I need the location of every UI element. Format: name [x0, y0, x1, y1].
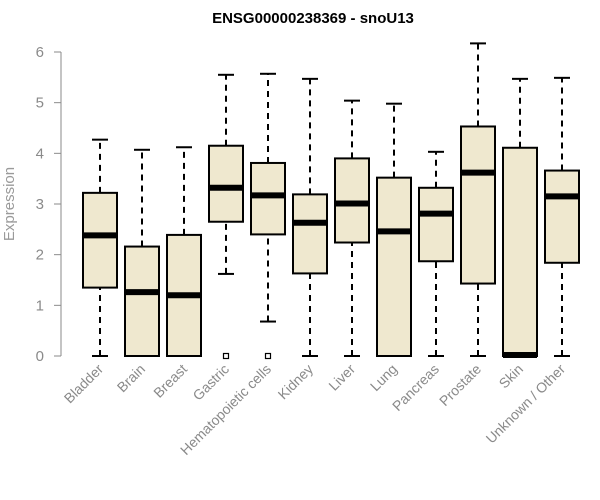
iqr-box	[250, 161, 286, 236]
y-tick-label: 2	[36, 247, 44, 264]
y-tick-label: 6	[36, 44, 44, 61]
box-5	[292, 77, 328, 357]
outlier-point	[222, 352, 230, 360]
box-4	[250, 72, 286, 360]
iqr-box	[124, 245, 160, 357]
x-tick-label: Unknown / Other	[483, 361, 569, 447]
x-tick-label: Skin	[496, 361, 527, 392]
iqr-box	[418, 186, 454, 263]
box-3	[208, 73, 244, 360]
y-tick-label: 3	[36, 196, 44, 213]
box-9	[460, 42, 496, 357]
y-axis-label: Expression	[1, 167, 18, 241]
x-tick-label: Prostate	[436, 361, 484, 409]
iqr-box	[376, 176, 412, 357]
iqr-box	[544, 169, 580, 264]
y-tick-label: 5	[36, 95, 44, 112]
x-tick-label: Lung	[367, 361, 400, 394]
y-tick-label: 4	[36, 145, 44, 162]
iqr-box	[292, 193, 328, 275]
box-2	[166, 146, 202, 357]
x-tick-label: Liver	[325, 361, 358, 394]
iqr-box	[82, 191, 118, 289]
y-axis: 0 1 2 3 4 5 6	[36, 44, 62, 365]
x-tick-label: Pancreas	[389, 361, 442, 414]
iqr-box	[334, 157, 370, 244]
y-tick-label: 1	[36, 297, 44, 314]
x-tick-label: Brain	[114, 361, 148, 395]
box-6	[334, 99, 370, 357]
x-tick-label: Bladder	[61, 361, 107, 407]
outlier-point	[264, 352, 272, 360]
iqr-box	[502, 146, 538, 357]
box-8	[418, 150, 454, 357]
box-10	[502, 77, 538, 358]
x-tick-label: Kidney	[275, 361, 317, 403]
chart-title: ENSG00000238369 - snoU13	[212, 10, 414, 27]
box-11	[544, 76, 580, 357]
box-1	[124, 148, 160, 357]
iqr-box	[208, 144, 244, 223]
box-0	[82, 138, 118, 357]
x-tick-label: Breast	[150, 361, 190, 401]
iqr-box	[460, 125, 496, 285]
box-7	[376, 102, 412, 357]
y-tick-label: 0	[36, 348, 44, 365]
boxes-group	[82, 42, 580, 360]
